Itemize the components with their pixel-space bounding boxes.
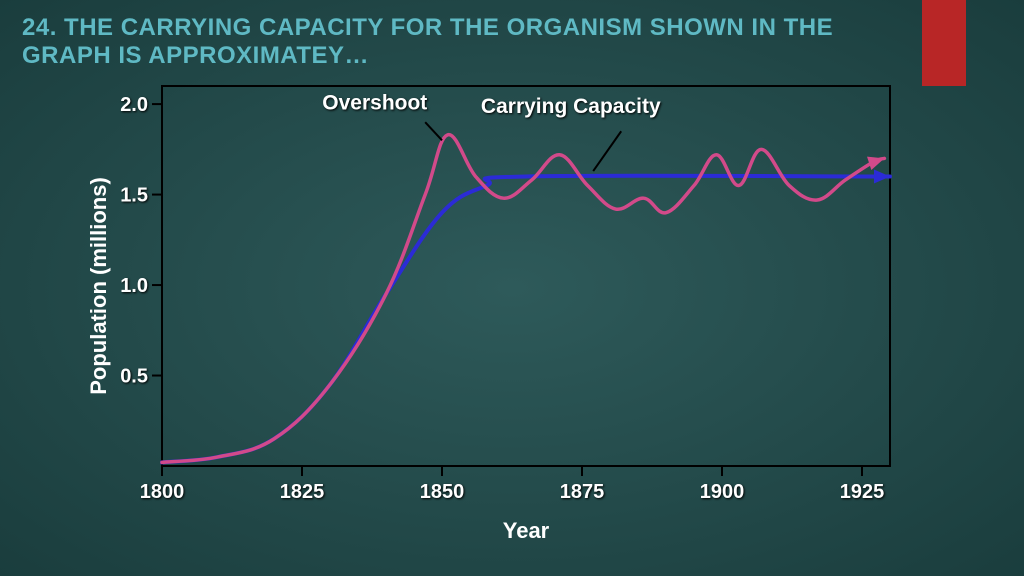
population-chart: 0.5 1.0 1.5 2.0 1800 1825 1850 1875 1900 1925 Year… xyxy=(90,80,910,550)
overshoot-annotation-label: Overshoot xyxy=(322,92,427,115)
y-axis-label: Population (millions) xyxy=(86,177,111,395)
carrying-capacity-annotation-label: Carrying Capacity xyxy=(481,95,661,118)
slide-title: 24. THE CARRYING CAPACITY FOR THE ORGANI… xyxy=(22,14,904,69)
carrying-capacity-line xyxy=(162,176,890,463)
overshoot-annotation-pointer xyxy=(425,122,442,140)
population-curve-arrowhead xyxy=(867,157,884,170)
x-tick-label: 1800 xyxy=(140,481,185,503)
carrying-capacity-annotation-pointer xyxy=(593,131,621,171)
carrying-capacity-line-arrowhead xyxy=(874,169,890,183)
x-tick-label: 1850 xyxy=(420,481,465,503)
x-axis-label: Year xyxy=(503,518,550,543)
y-tick-label: 0.5 xyxy=(120,366,148,388)
accent-tab xyxy=(922,0,966,86)
y-tick-label: 1.5 xyxy=(120,185,148,207)
population-curve xyxy=(162,135,884,463)
x-tick-label: 1925 xyxy=(840,481,885,503)
x-tick-label: 1875 xyxy=(560,481,605,503)
x-tick-label: 1825 xyxy=(280,481,325,503)
x-tick-label: 1900 xyxy=(700,481,745,503)
y-tick-label: 1.0 xyxy=(120,275,148,297)
y-tick-label: 2.0 xyxy=(120,94,148,116)
